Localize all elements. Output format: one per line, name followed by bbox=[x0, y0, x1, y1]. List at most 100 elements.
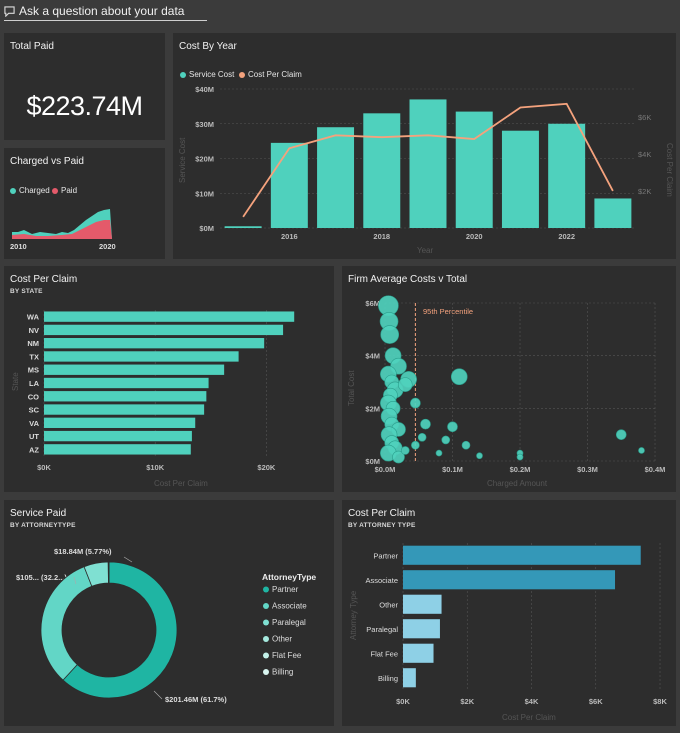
cps-x-tick: $10K bbox=[146, 463, 165, 472]
cost-per-claim-state-tile[interactable]: Cost Per Claim BY STATE Cost Per Claim S… bbox=[4, 266, 334, 492]
state-label: LA bbox=[29, 379, 40, 388]
service-paid-tile[interactable]: Service Paid BY ATTORNEYTYPE $18.84M (5.… bbox=[4, 500, 334, 726]
paid-area bbox=[12, 220, 112, 239]
fac-xlabel: Charged Amount bbox=[487, 479, 548, 488]
legend-label: Billing bbox=[272, 668, 293, 677]
cby-y2-tick: $4K bbox=[638, 150, 651, 159]
scatter-point bbox=[516, 453, 524, 461]
scatter-point bbox=[400, 446, 410, 455]
service-cost-bar bbox=[409, 99, 447, 228]
scatter-point bbox=[450, 368, 468, 386]
service-cost-bar bbox=[363, 113, 401, 228]
attorney-label: Flat Fee bbox=[370, 649, 398, 658]
cby-y2-tick: $2K bbox=[638, 187, 651, 196]
cost-per-claim-attorney-tile[interactable]: Cost Per Claim BY ATTORNEY TYPE Cost Per… bbox=[342, 500, 676, 726]
slice-label-partner: $201.46M (61.7%) bbox=[165, 695, 227, 704]
paid-legend: Paid bbox=[52, 186, 77, 195]
chat-bubble-icon bbox=[4, 5, 15, 17]
fac-y-tick: $0M bbox=[365, 457, 380, 466]
cost-by-year-chart: Service Cost Cost Per Claim Year $0M $10M… bbox=[178, 85, 674, 255]
attorney-label: Associate bbox=[365, 576, 398, 585]
state-label: CO bbox=[28, 392, 39, 401]
state-bar bbox=[44, 444, 191, 455]
cby-y2-tick: $6K bbox=[638, 113, 651, 122]
ask-question-label: Ask a question about your data bbox=[19, 4, 185, 18]
charged-x-tick: 2010 bbox=[10, 242, 27, 251]
legend-dot bbox=[263, 652, 269, 659]
cby-y-tick: $0M bbox=[199, 224, 214, 233]
state-label: NV bbox=[29, 326, 39, 335]
attorney-label: Billing bbox=[378, 674, 398, 683]
cost-per-claim-state-chart: Cost Per Claim State $0K $10K $20K WA NV NM TX… bbox=[11, 310, 295, 488]
legend-label: Flat Fee bbox=[272, 651, 302, 660]
cby-x-tick: 2016 bbox=[281, 232, 298, 241]
service-cost-legend-label: Service Cost bbox=[189, 70, 235, 79]
attorney-bar bbox=[403, 594, 442, 614]
cost-per-claim-legend-label: Cost Per Claim bbox=[248, 70, 302, 79]
cost-by-year-tile[interactable]: Cost By Year Service Cost Cost Per Claim… bbox=[173, 33, 676, 259]
scatter-point bbox=[615, 429, 627, 440]
scatter-point bbox=[447, 421, 458, 433]
cby-x-tick: 2022 bbox=[558, 232, 575, 241]
state-bar bbox=[44, 417, 196, 428]
service-paid-subtitle: BY ATTORNEYTYPE bbox=[10, 522, 76, 529]
cby-y2label: Cost Per Claim bbox=[665, 143, 674, 197]
paid-legend-label: Paid bbox=[61, 186, 78, 195]
cost-per-claim-attorney-title: Cost Per Claim bbox=[348, 508, 416, 519]
cpa-x-tick: $4K bbox=[525, 697, 539, 706]
state-label: SC bbox=[29, 406, 40, 415]
fac-y-tick: $6M bbox=[365, 299, 380, 308]
charged-vs-paid-tile[interactable]: Charged vs Paid Charged Paid 2010 2020 bbox=[4, 148, 165, 259]
ask-question-input[interactable]: Ask a question about your data bbox=[4, 2, 207, 21]
cps-xlabel: Cost Per Claim bbox=[154, 479, 208, 488]
legend-label: Paralegal bbox=[272, 618, 306, 627]
total-paid-value: $223.74M bbox=[26, 91, 143, 121]
attorney-label: Other bbox=[379, 600, 398, 609]
service-cost-bar bbox=[270, 142, 308, 228]
cby-x-tick: 2018 bbox=[373, 232, 390, 241]
scatter-point bbox=[441, 435, 451, 445]
fac-x-tick: $0.3M bbox=[577, 465, 598, 474]
paid-legend-dot bbox=[52, 187, 58, 194]
scatter-point bbox=[380, 325, 400, 344]
state-label: WA bbox=[27, 313, 40, 322]
cps-ylabel: State bbox=[11, 372, 20, 391]
total-paid-tile[interactable]: Total Paid $223.74M bbox=[4, 33, 165, 140]
charged-x-tick: 2020 bbox=[99, 242, 116, 251]
service-cost-bar bbox=[594, 198, 632, 228]
state-bar bbox=[44, 338, 265, 349]
state-bar bbox=[44, 404, 205, 415]
state-bar bbox=[44, 311, 295, 322]
state-bar bbox=[44, 364, 225, 375]
cpa-x-tick: $6K bbox=[589, 697, 603, 706]
total-paid-title: Total Paid bbox=[10, 41, 54, 52]
legend-dot bbox=[263, 669, 269, 675]
percentile-annotation: 95th Percentile bbox=[423, 307, 473, 316]
state-bar bbox=[44, 351, 239, 362]
state-label: TX bbox=[29, 352, 39, 361]
service-cost-bar bbox=[224, 226, 262, 228]
service-cost-bar bbox=[317, 127, 355, 228]
fac-x-tick: $0.2M bbox=[510, 465, 531, 474]
service-cost-legend: Service Cost bbox=[180, 70, 234, 79]
fac-ylabel: Total Cost bbox=[347, 370, 356, 406]
cby-y-tick: $20M bbox=[195, 155, 214, 164]
attorney-bar bbox=[403, 668, 416, 688]
firm-average-title: Firm Average Costs v Total bbox=[348, 274, 468, 285]
fac-x-tick: $0.1M bbox=[442, 465, 463, 474]
firm-average-tile[interactable]: Firm Average Costs v Total Charged Amoun… bbox=[342, 266, 676, 492]
slice-label-associate: $105... (32.2...) bbox=[16, 573, 67, 582]
state-label: NM bbox=[27, 339, 39, 348]
cost-per-claim-line bbox=[242, 102, 614, 218]
cby-y-tick: $40M bbox=[195, 85, 214, 94]
cpa-x-tick: $2K bbox=[460, 697, 474, 706]
cost-per-claim-attorney-chart: Cost Per Claim Attorney Type $0K $2K $4K $6… bbox=[349, 543, 667, 722]
state-bar bbox=[44, 430, 192, 442]
cps-x-tick: $20K bbox=[257, 463, 276, 472]
scatter-point bbox=[410, 397, 421, 409]
state-label: MS bbox=[28, 366, 39, 375]
donut-slice bbox=[40, 566, 93, 681]
legend-label: Associate bbox=[272, 602, 307, 611]
legend-dot bbox=[263, 586, 269, 593]
attorney-bar bbox=[403, 619, 440, 639]
